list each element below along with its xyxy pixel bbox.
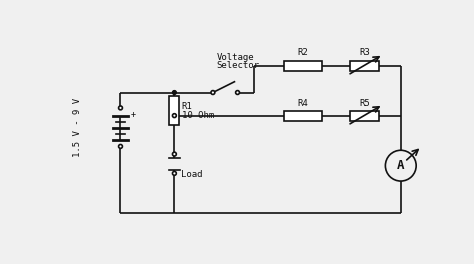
Text: R2: R2 bbox=[298, 49, 309, 58]
Circle shape bbox=[118, 144, 122, 148]
Circle shape bbox=[118, 106, 122, 110]
Text: 1.5 V - 9 V: 1.5 V - 9 V bbox=[73, 98, 82, 157]
Text: Voltage: Voltage bbox=[217, 53, 255, 62]
Circle shape bbox=[173, 91, 176, 95]
Circle shape bbox=[173, 152, 176, 156]
Text: R4: R4 bbox=[298, 98, 309, 107]
Bar bbox=[284, 60, 322, 70]
Text: +: + bbox=[130, 110, 136, 119]
Text: R1: R1 bbox=[182, 102, 192, 111]
Circle shape bbox=[173, 171, 176, 175]
Bar bbox=[350, 111, 379, 121]
Text: A: A bbox=[397, 159, 404, 172]
Text: R5: R5 bbox=[359, 98, 370, 107]
Circle shape bbox=[173, 114, 176, 117]
Text: Load: Load bbox=[182, 170, 203, 180]
Text: Selector: Selector bbox=[217, 61, 260, 70]
Bar bbox=[350, 60, 379, 70]
Circle shape bbox=[211, 91, 215, 95]
Bar bbox=[284, 111, 322, 121]
Bar bbox=[169, 96, 179, 125]
Text: 10 Ohm: 10 Ohm bbox=[182, 111, 214, 120]
Text: R3: R3 bbox=[359, 49, 370, 58]
Circle shape bbox=[236, 91, 239, 95]
